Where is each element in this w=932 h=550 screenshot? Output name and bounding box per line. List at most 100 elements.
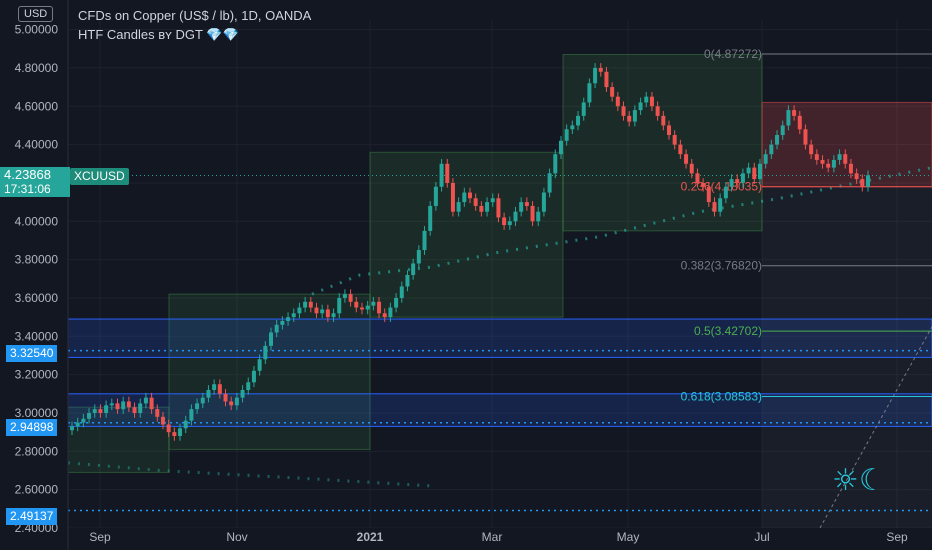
candle-body bbox=[468, 192, 472, 199]
candle-body bbox=[718, 198, 723, 212]
candle-body bbox=[837, 154, 842, 160]
candle-body bbox=[223, 393, 228, 402]
candle-body bbox=[422, 230, 427, 251]
candle-body bbox=[286, 317, 291, 321]
candle-body bbox=[797, 115, 802, 130]
candle-body bbox=[587, 83, 592, 103]
last-price-tag: 4.23868 17:31:06 bbox=[0, 167, 70, 197]
candle-body bbox=[775, 135, 780, 145]
candle-body bbox=[814, 154, 819, 160]
candle-body bbox=[450, 182, 455, 212]
candle-body bbox=[359, 307, 364, 310]
candle-body bbox=[433, 186, 438, 206]
candle-body bbox=[274, 324, 279, 333]
candle-body bbox=[684, 154, 689, 164]
candle-body bbox=[257, 359, 262, 371]
indicator-label[interactable]: HTF Candles ʙʏ DGT 💎💎 bbox=[78, 27, 239, 42]
candle-body bbox=[314, 307, 319, 314]
candle-body bbox=[348, 294, 353, 302]
candle-body bbox=[632, 110, 637, 122]
y-tick-label: 4.00000 bbox=[15, 214, 59, 228]
candle-body bbox=[553, 154, 558, 174]
candle-body bbox=[371, 301, 376, 306]
candle-body bbox=[763, 154, 768, 164]
symbol-tag: XCUUSD bbox=[70, 168, 129, 185]
candle-body bbox=[229, 401, 234, 406]
level-tag-c: 2.49137 bbox=[6, 508, 58, 525]
candle-body bbox=[729, 179, 734, 187]
candle-body bbox=[792, 110, 797, 116]
x-tick-label: Nov bbox=[226, 530, 247, 544]
candle-body bbox=[325, 309, 330, 318]
candle-body bbox=[263, 345, 268, 360]
candle-body bbox=[195, 403, 200, 410]
candle-body bbox=[854, 173, 859, 180]
candle-body bbox=[547, 173, 552, 193]
candle-body bbox=[621, 106, 626, 116]
candle-body bbox=[780, 125, 785, 136]
fib-level-label: 0(4.87272) bbox=[704, 47, 762, 61]
candle-body bbox=[576, 115, 581, 126]
level-tag-b: 2.94898 bbox=[6, 419, 58, 436]
level-tag-a: 3.32540 bbox=[6, 345, 58, 362]
candle-body bbox=[456, 202, 461, 212]
fib-level-label: 0.5(3.42702) bbox=[694, 324, 762, 338]
y-tick-label: 3.40000 bbox=[15, 329, 59, 343]
candle-body bbox=[615, 96, 620, 107]
y-tick-label: 3.60000 bbox=[15, 291, 59, 305]
candle-body bbox=[490, 198, 495, 203]
candle-body bbox=[439, 163, 444, 187]
y-tick-label: 4.60000 bbox=[15, 99, 59, 113]
candle-body bbox=[655, 106, 660, 116]
candle-body bbox=[541, 192, 546, 212]
candle-body bbox=[240, 389, 245, 398]
candle-body bbox=[115, 403, 120, 410]
candle-body bbox=[723, 186, 728, 199]
candle-body bbox=[320, 309, 325, 314]
candle-body bbox=[149, 397, 154, 410]
candle-body bbox=[269, 332, 273, 346]
x-tick-label: Mar bbox=[482, 530, 503, 544]
candle-body bbox=[81, 418, 86, 423]
candle-body bbox=[820, 159, 825, 164]
x-tick-label: 2021 bbox=[357, 530, 384, 544]
candle-body bbox=[536, 211, 541, 222]
candle-body bbox=[507, 221, 512, 226]
candle-body bbox=[502, 217, 507, 226]
candle-body bbox=[524, 202, 529, 206]
candle-body bbox=[280, 320, 285, 325]
candle-body bbox=[706, 186, 711, 203]
candle-body bbox=[769, 144, 774, 155]
y-tick-label: 2.60000 bbox=[15, 483, 59, 497]
candle-body bbox=[132, 407, 137, 413]
candle-body bbox=[189, 409, 194, 421]
candle-body bbox=[809, 144, 814, 155]
candle-body bbox=[399, 286, 404, 298]
candle-body bbox=[695, 173, 700, 183]
x-tick-label: Sep bbox=[886, 530, 908, 544]
y-tick-label: 3.80000 bbox=[15, 253, 59, 267]
candle-body bbox=[826, 163, 831, 168]
candle-body bbox=[485, 202, 490, 212]
candle-body bbox=[735, 179, 740, 183]
candle-body bbox=[109, 403, 114, 406]
candle-body bbox=[183, 420, 188, 429]
currency-button[interactable]: USD bbox=[18, 6, 54, 22]
y-tick-label: 2.80000 bbox=[15, 444, 59, 458]
candle-body bbox=[200, 397, 205, 404]
candle-body bbox=[291, 313, 296, 318]
candle-body bbox=[411, 263, 416, 275]
candle-body bbox=[473, 198, 478, 206]
candle-body bbox=[598, 67, 603, 72]
candle-body bbox=[712, 202, 717, 212]
candle-body bbox=[405, 274, 410, 287]
candle-body bbox=[121, 401, 126, 410]
htf-candle-box bbox=[67, 406, 170, 473]
projection-line bbox=[819, 326, 932, 529]
x-tick-label: Sep bbox=[89, 530, 111, 544]
candle-body bbox=[678, 144, 683, 155]
candle-body bbox=[604, 71, 609, 88]
candle-body bbox=[672, 135, 677, 145]
candle-body bbox=[445, 163, 450, 183]
